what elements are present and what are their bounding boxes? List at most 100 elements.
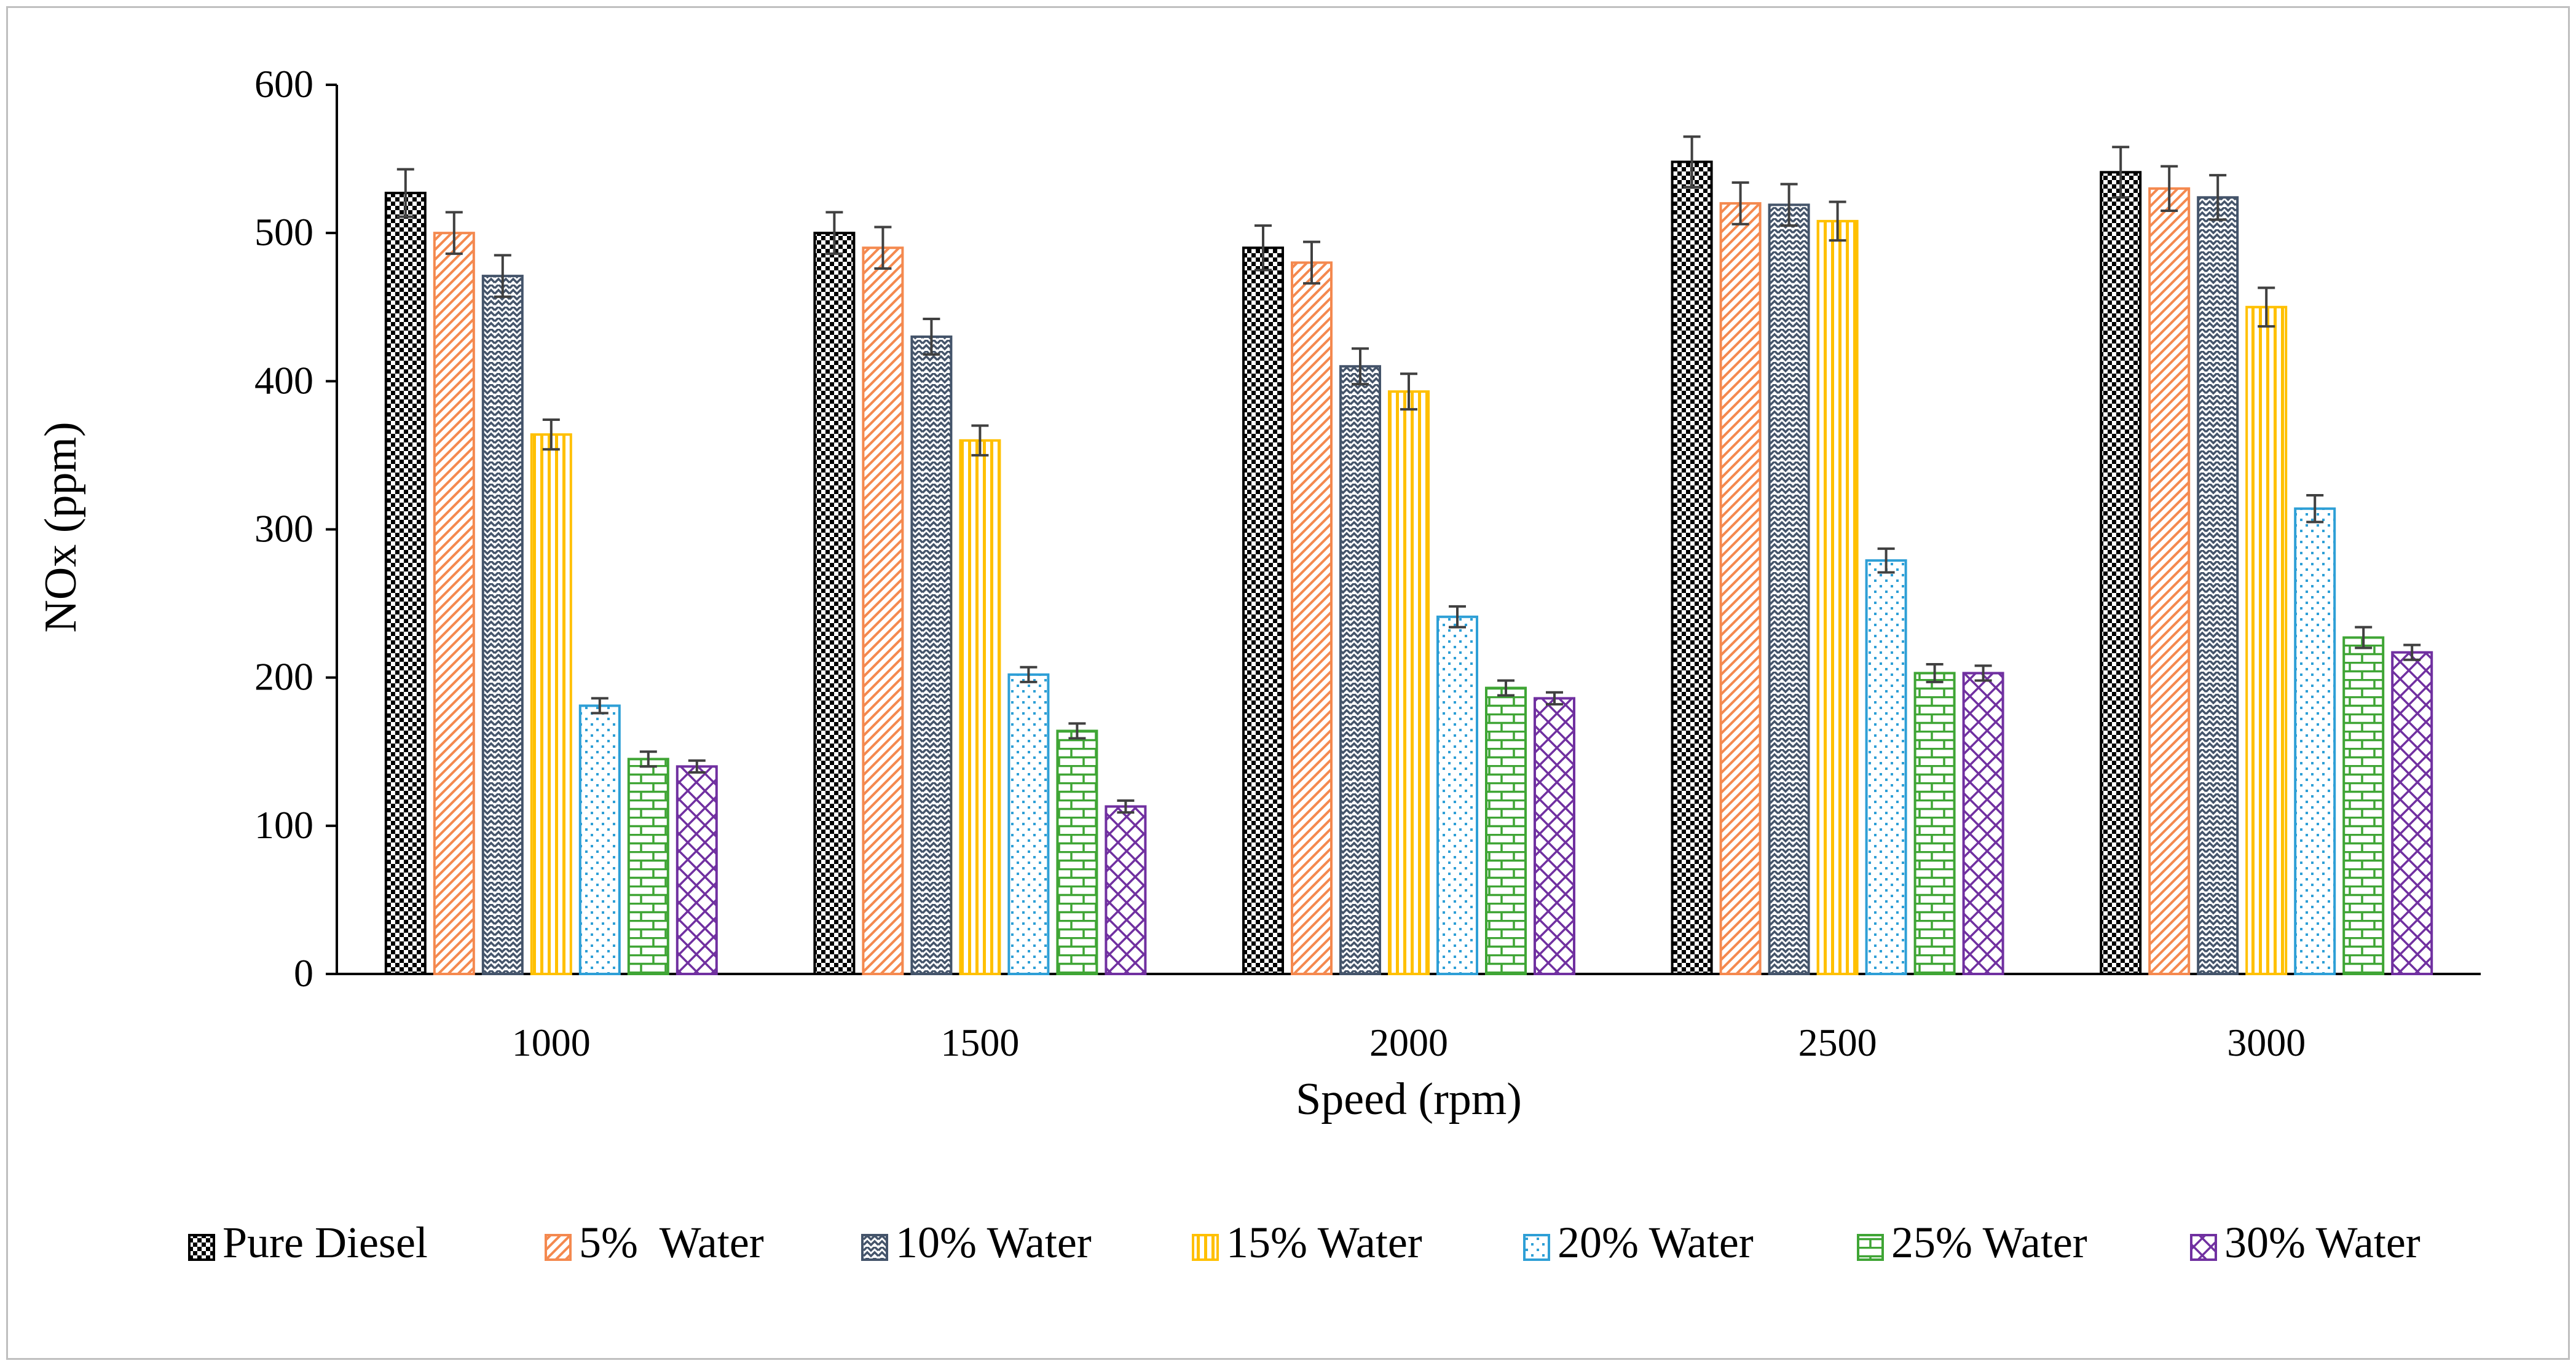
- bar: [1242, 246, 1284, 975]
- chart-frame: 0 100 200 300 400 500 600 1000 1500 2000 2500 3000…: [6, 6, 2570, 1360]
- error-bar: [1974, 664, 1992, 682]
- error-bar: [591, 697, 609, 715]
- legend: Pure Diesel 5% Water 10% Water 15% Water 20%…: [188, 1218, 2420, 1267]
- x-tick-label: 1000: [512, 1021, 591, 1064]
- error-bar: [2258, 286, 2275, 328]
- error-bar: [2209, 174, 2227, 221]
- bar: [433, 232, 475, 976]
- bar: [1768, 203, 1810, 976]
- error-bar: [2112, 146, 2130, 199]
- error-bar: [1352, 347, 1369, 386]
- error-bar: [1546, 691, 1563, 706]
- bar: [1056, 729, 1098, 976]
- legend-swatch: [188, 1234, 215, 1261]
- bar: [1388, 390, 1430, 975]
- bar: [2391, 651, 2433, 975]
- bar: [1719, 202, 1762, 975]
- error-bar: [639, 750, 657, 768]
- nox-bar-chart: 0 100 200 300 400 500 600 1000 1500 2000 2500 3000…: [36, 62, 2481, 1267]
- bar: [2294, 507, 2336, 975]
- bar-series: [384, 160, 2433, 976]
- bar: [384, 192, 427, 976]
- bar: [2342, 636, 2385, 975]
- bar: [1962, 672, 2004, 975]
- bar: [1534, 697, 1575, 976]
- error-bar: [1068, 722, 1086, 740]
- error-bar: [1877, 547, 1895, 574]
- error-bar: [1449, 605, 1466, 629]
- bar: [1913, 672, 1956, 975]
- y-tick-label: 0: [294, 951, 313, 995]
- bar: [1291, 261, 1333, 975]
- bar: [1339, 365, 1381, 975]
- error-bar: [688, 759, 706, 774]
- y-tick-label: 600: [254, 62, 313, 106]
- legend-label: Pure Diesel: [223, 1218, 428, 1267]
- bar: [2197, 196, 2239, 976]
- legend-swatch: [1523, 1234, 1550, 1261]
- error-bar: [1400, 372, 1417, 411]
- error-bar: [1255, 224, 1272, 272]
- y-tick-label: 200: [254, 655, 313, 699]
- y-axis-ticks: 0 100 200 300 400 500 600: [254, 62, 337, 995]
- bar: [1007, 673, 1050, 976]
- error-bar: [1303, 240, 1320, 285]
- bar: [627, 758, 669, 976]
- legend-label: 10% Water: [896, 1218, 1092, 1267]
- error-bar: [1829, 200, 1846, 242]
- bar: [1816, 219, 1859, 976]
- legend-label: 20% Water: [1558, 1218, 1754, 1267]
- y-axis-title: NOx (ppm): [36, 422, 86, 632]
- x-tick-label: 2500: [1798, 1021, 1877, 1064]
- error-bar: [1020, 665, 1038, 683]
- error-bars: [396, 135, 2421, 814]
- y-tick-label: 100: [254, 803, 313, 847]
- bar: [1671, 160, 1713, 976]
- x-tick-label: 3000: [2227, 1021, 2306, 1064]
- x-axis-title: Speed (rpm): [1296, 1074, 1522, 1125]
- bar: [1105, 805, 1147, 976]
- y-tick-label: 300: [254, 507, 313, 551]
- bar: [959, 439, 1001, 975]
- error-bar: [445, 211, 463, 255]
- error-bar: [2355, 626, 2373, 650]
- legend-swatch: [545, 1234, 572, 1261]
- x-tick-label: 2000: [1369, 1021, 1448, 1064]
- bar: [2245, 305, 2288, 975]
- bar: [481, 275, 524, 976]
- error-bar: [825, 211, 843, 255]
- bar: [910, 335, 953, 976]
- legend-swatch: [2190, 1234, 2217, 1261]
- error-bar: [2306, 494, 2324, 524]
- error-bar: [923, 318, 940, 356]
- error-bar: [1731, 181, 1749, 226]
- bar: [530, 433, 572, 975]
- bar: [813, 232, 856, 976]
- legend-label: 25% Water: [1891, 1218, 2087, 1267]
- error-bar: [542, 418, 560, 451]
- legend-label: 15% Water: [1226, 1218, 1422, 1267]
- x-axis-ticks: 1000 1500 2000 2500 3000: [512, 1021, 2306, 1064]
- error-bar: [1497, 679, 1514, 697]
- x-tick-label: 1500: [940, 1021, 1019, 1064]
- bar: [1865, 559, 1907, 975]
- error-bar: [2403, 643, 2421, 661]
- bar: [1485, 686, 1527, 975]
- y-tick-label: 400: [254, 358, 313, 402]
- error-bar: [874, 226, 892, 270]
- bar: [578, 704, 621, 975]
- legend-swatch: [1857, 1234, 1884, 1261]
- bar: [2148, 187, 2191, 976]
- error-bar: [1926, 662, 1944, 683]
- bar: [2100, 171, 2142, 975]
- error-bar: [2160, 165, 2178, 212]
- y-tick-label: 500: [254, 210, 313, 254]
- error-bar: [971, 424, 989, 457]
- legend-label: 30% Water: [2224, 1218, 2420, 1267]
- legend-swatch: [861, 1234, 888, 1261]
- error-bar: [1117, 799, 1135, 814]
- bar: [676, 765, 718, 976]
- bar: [862, 246, 904, 975]
- error-bar: [1683, 135, 1701, 189]
- error-bar: [1780, 183, 1798, 227]
